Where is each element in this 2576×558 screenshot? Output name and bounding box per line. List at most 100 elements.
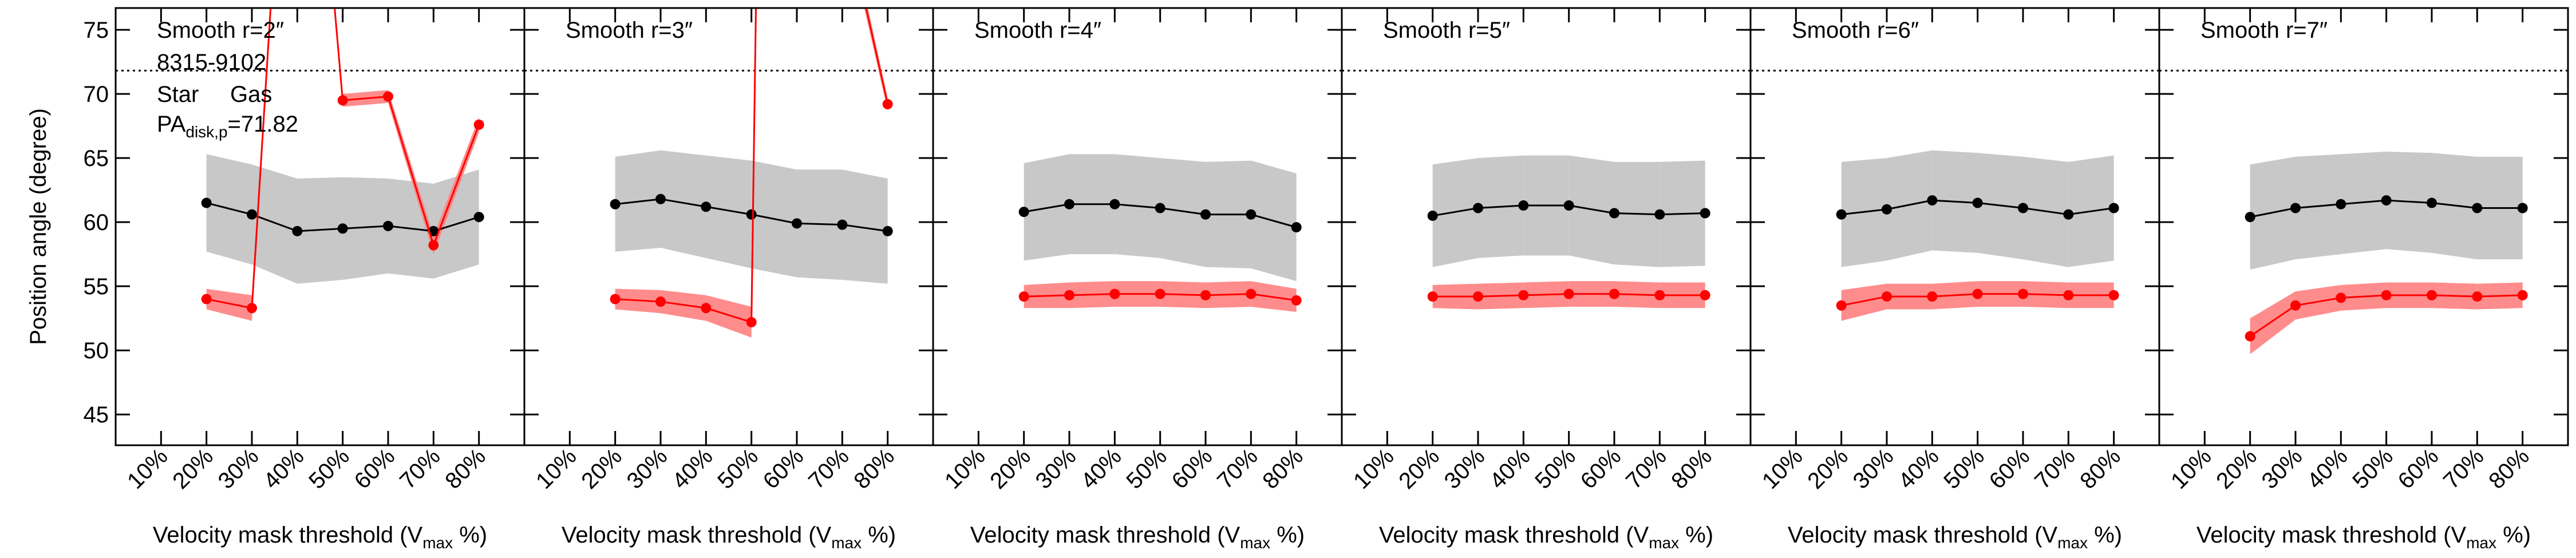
x-label-text: %) (1270, 523, 1305, 548)
y-tick-label: 70 (84, 82, 109, 107)
x-tick-label: 70% (804, 444, 854, 494)
data-point (746, 209, 757, 220)
panel-title: Smooth r=7″ (2200, 18, 2328, 43)
panel-title: Smooth r=2″ (157, 18, 284, 43)
x-tick-label: 50% (1530, 444, 1581, 494)
data-point (247, 209, 257, 220)
x-tick-label: 20% (1803, 444, 1853, 494)
error-band (661, 150, 706, 258)
data-point (1064, 290, 1074, 300)
data-point (2381, 290, 2392, 300)
galaxy-id: 8315-9102 (157, 50, 266, 75)
data-point (1018, 291, 1029, 302)
data-point (2063, 290, 2074, 300)
x-label-text: Velocity mask threshold (V (1379, 523, 1649, 548)
x-tick-label: 60% (350, 444, 400, 494)
data-point (2472, 203, 2483, 213)
data-point (247, 303, 257, 314)
data-point (428, 240, 439, 251)
x-label-sub: max (422, 534, 453, 552)
data-point (383, 91, 393, 102)
x-label-text: Velocity mask threshold (V (562, 523, 832, 548)
error-band (1841, 283, 1887, 321)
data-point (792, 218, 802, 229)
data-point (1972, 197, 1983, 208)
x-tick-label: 50% (2348, 444, 2398, 494)
error-band (706, 155, 752, 268)
pa-value: =71.82 (228, 112, 298, 137)
x-label-text: Velocity mask threshold (V (2196, 523, 2467, 548)
x-tick-label: 70% (1212, 444, 1263, 494)
y-tick-label: 50 (84, 338, 109, 363)
x-axis-label: Velocity mask threshold (Vmax %) (1788, 523, 2122, 552)
axes-frame (2158, 7, 2569, 446)
x-tick-label: 70% (395, 444, 445, 494)
x-tick-label: 30% (214, 444, 264, 494)
x-tick-label: 40% (259, 444, 309, 494)
y-tick-label: 60 (84, 210, 109, 235)
panel-title: Smooth r=5″ (1383, 18, 1510, 43)
x-label-text: %) (453, 523, 487, 548)
x-axis-label: Velocity mask threshold (Vmax %) (2196, 523, 2531, 552)
x-tick-label: 20% (1394, 444, 1444, 494)
x-label-sub: max (2466, 534, 2496, 552)
data-point (473, 212, 484, 223)
x-tick-label: 50% (1939, 444, 1989, 494)
data-point (610, 294, 621, 304)
x-label-text: %) (862, 523, 896, 548)
plot-area (2159, 69, 2568, 354)
x-tick-label: 40% (1485, 444, 1535, 494)
panel-title: Smooth r=4″ (974, 18, 1101, 43)
data-point (2472, 291, 2483, 302)
data-point (837, 219, 848, 230)
x-tick-label: 10% (1757, 444, 1808, 494)
data-point (1246, 288, 1257, 299)
x-label-text: Velocity mask threshold (V (153, 523, 423, 548)
data-point (292, 225, 303, 236)
error-band (342, 177, 388, 280)
x-tick-label: 20% (168, 444, 218, 494)
x-label-sub: max (831, 534, 862, 552)
data-point (1563, 200, 1574, 211)
error-band (864, 8, 888, 111)
data-point (1200, 209, 1211, 220)
y-tick-label: 65 (84, 146, 109, 171)
plot-area (1751, 69, 2159, 321)
x-tick-label: 30% (1031, 444, 1081, 494)
data-point (1927, 195, 1938, 206)
error-band (842, 169, 888, 284)
data-point (1155, 203, 1165, 213)
data-point (1654, 290, 1665, 300)
x-tick-label: 40% (1076, 444, 1127, 494)
x-tick-label: 80% (2075, 444, 2125, 494)
plot-area (524, 8, 933, 338)
x-axis-label: Velocity mask threshold (Vmax %) (562, 523, 896, 552)
data-point (2336, 292, 2346, 303)
x-tick-label: 20% (576, 444, 627, 494)
data-point (201, 294, 212, 304)
data-point (1200, 290, 1211, 300)
y-tick-label: 55 (84, 274, 109, 299)
x-tick-label: 70% (2030, 444, 2080, 494)
y-axis-label: Position angle (degree) (26, 108, 51, 345)
data-point (655, 193, 666, 204)
x-tick-label: 60% (1167, 444, 1218, 494)
x-tick-label: 60% (1576, 444, 1626, 494)
x-tick-label: 80% (2484, 444, 2534, 494)
x-tick-label: 20% (985, 444, 1036, 494)
x-label-text: %) (2496, 523, 2531, 548)
plot-area (1342, 69, 1751, 310)
x-axis-label: Velocity mask threshold (Vmax %) (970, 523, 1305, 552)
data-point (2517, 290, 2528, 300)
x-tick-label: 80% (849, 444, 899, 494)
x-tick-label: 60% (758, 444, 809, 494)
data-point (1109, 288, 1120, 299)
x-label-text: %) (2088, 523, 2122, 548)
x-tick-label: 10% (123, 444, 173, 494)
data-point (1155, 288, 1165, 299)
x-tick-label: 10% (531, 444, 582, 494)
data-point (1246, 209, 1257, 220)
data-point (1836, 209, 1847, 220)
x-tick-label: 70% (1621, 444, 1672, 494)
data-point (2245, 212, 2255, 223)
